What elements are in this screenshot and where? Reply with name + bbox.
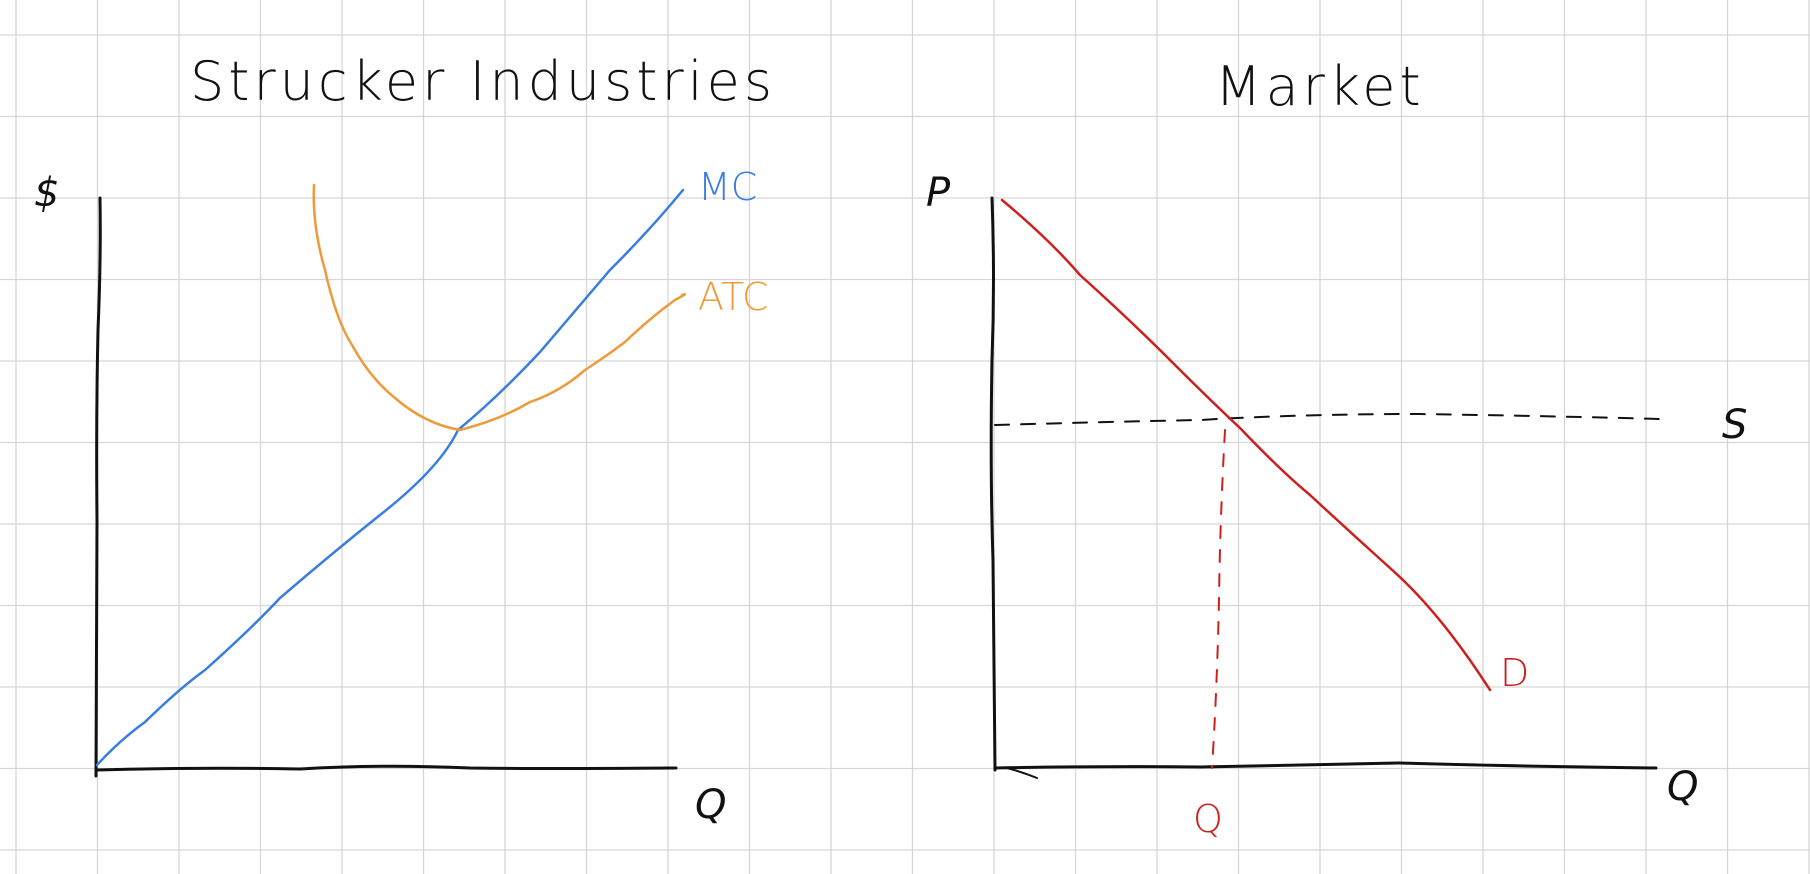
equilibrium-quantity-guide xyxy=(1211,429,1226,769)
firm-x-axis-label: Q xyxy=(695,782,726,828)
demand-curve xyxy=(1000,198,1492,692)
firm-y-axis-label: $ xyxy=(34,170,59,216)
equilibrium-quantity-label: Q xyxy=(1193,797,1223,841)
supply-label: S xyxy=(1722,402,1747,448)
demand-label: D xyxy=(1500,651,1529,695)
market-y-axis-label: P xyxy=(926,170,951,216)
mc-curve xyxy=(95,188,685,767)
atc-label: ATC xyxy=(698,275,769,319)
firm-y-axis xyxy=(94,196,102,778)
firm-panel-title: Strucker Industries xyxy=(190,50,776,113)
market-x-axis-tick xyxy=(1006,767,1038,779)
market-y-axis xyxy=(989,196,997,772)
firm-panel: Strucker Industries $ Q MC ATC xyxy=(34,50,776,828)
market-x-axis-label: Q xyxy=(1667,764,1698,810)
market-panel-title: Market xyxy=(1215,55,1425,118)
firm-x-axis xyxy=(94,764,678,772)
mc-label: MC xyxy=(698,165,757,209)
market-panel: Market P Q S D Q xyxy=(926,55,1747,841)
supply-curve xyxy=(994,412,1661,426)
market-x-axis xyxy=(993,761,1658,770)
atc-curve xyxy=(312,183,687,432)
